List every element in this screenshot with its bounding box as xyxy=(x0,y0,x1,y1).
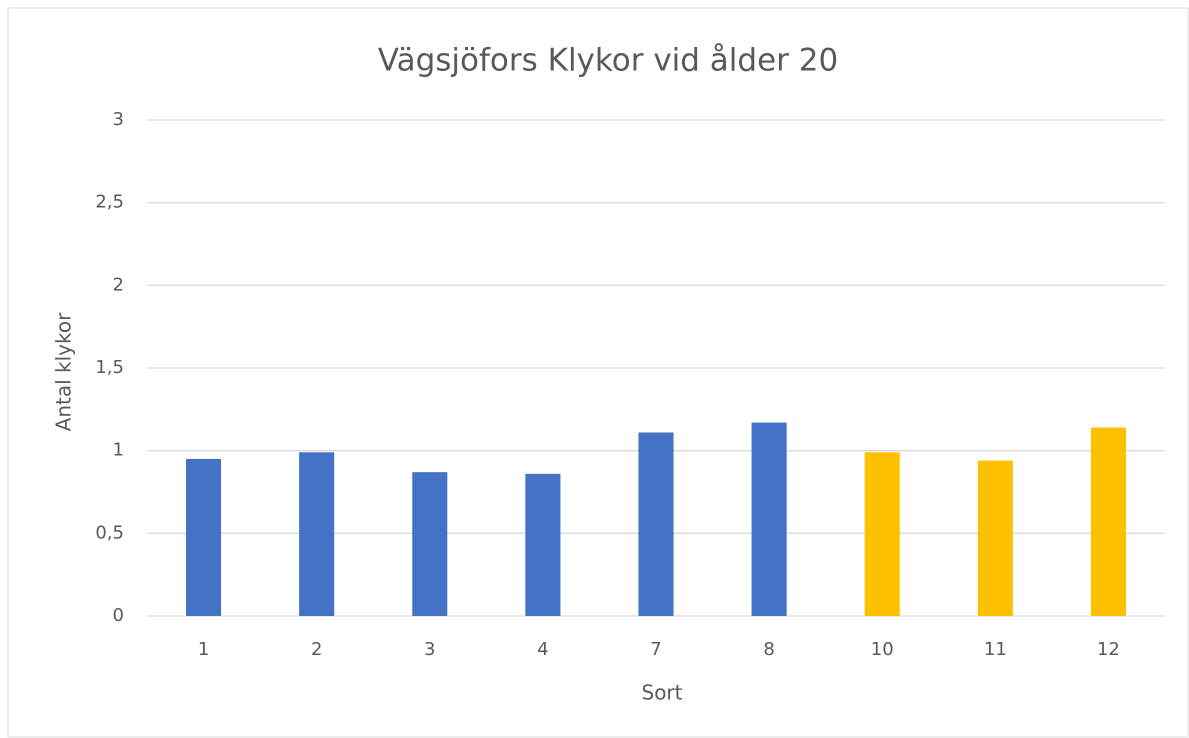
bar xyxy=(751,422,787,616)
chart-frame xyxy=(7,7,1189,738)
bar xyxy=(977,460,1013,616)
y-tick-label: 2,5 xyxy=(95,192,124,213)
y-tick-label: 0,5 xyxy=(95,522,124,543)
y-axis-label: Antal klykor xyxy=(52,312,76,431)
x-axis-label: Sort xyxy=(642,681,683,705)
x-tick-label: 1 xyxy=(198,639,209,660)
x-tick-label: 8 xyxy=(763,639,774,660)
y-tick-label: 0 xyxy=(113,605,124,626)
y-tick-label: 2 xyxy=(113,274,124,295)
x-tick-label: 3 xyxy=(424,639,435,660)
chart-title: Vägsjöfors Klykor vid ålder 20 xyxy=(378,43,838,79)
x-tick-label: 10 xyxy=(871,639,894,660)
bar xyxy=(299,452,335,616)
x-tick-label: 7 xyxy=(650,639,661,660)
y-tick-label: 3 xyxy=(113,109,124,130)
x-tick-label: 2 xyxy=(311,639,322,660)
bar xyxy=(412,472,448,616)
x-tick-label: 12 xyxy=(1097,639,1120,660)
bar xyxy=(864,452,900,616)
bar xyxy=(638,432,674,616)
bar xyxy=(1090,427,1126,616)
y-tick-label: 1,5 xyxy=(95,357,124,378)
x-tick-label: 11 xyxy=(984,639,1007,660)
y-tick-label: 1 xyxy=(113,440,124,461)
x-tick-label: 4 xyxy=(537,639,548,660)
bar xyxy=(525,473,561,616)
bar xyxy=(186,458,222,616)
